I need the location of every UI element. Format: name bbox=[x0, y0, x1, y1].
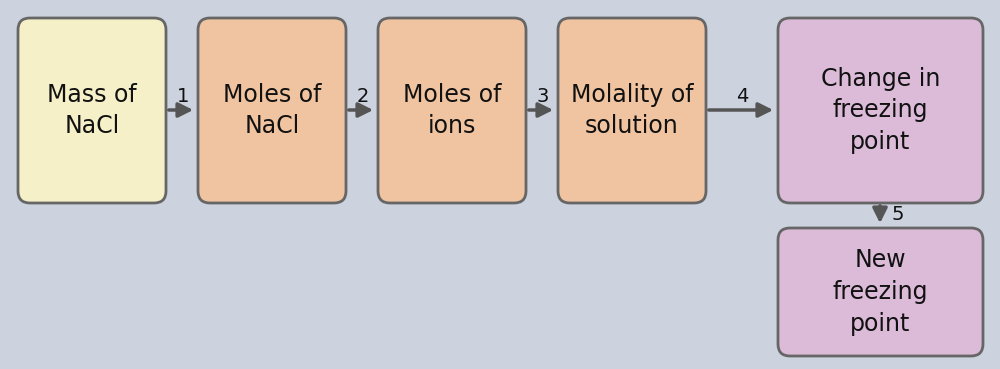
Text: 2: 2 bbox=[357, 87, 369, 107]
Text: Moles of
ions: Moles of ions bbox=[403, 83, 501, 138]
FancyBboxPatch shape bbox=[18, 18, 166, 203]
Text: 1: 1 bbox=[177, 87, 189, 107]
Text: 4: 4 bbox=[736, 87, 748, 107]
Text: New
freezing
point: New freezing point bbox=[833, 248, 928, 335]
FancyBboxPatch shape bbox=[558, 18, 706, 203]
Text: 5: 5 bbox=[892, 206, 904, 224]
Text: Mass of
NaCl: Mass of NaCl bbox=[47, 83, 137, 138]
Text: 3: 3 bbox=[537, 87, 549, 107]
FancyBboxPatch shape bbox=[378, 18, 526, 203]
FancyBboxPatch shape bbox=[778, 18, 983, 203]
Text: Molality of
solution: Molality of solution bbox=[571, 83, 693, 138]
Text: Moles of
NaCl: Moles of NaCl bbox=[223, 83, 321, 138]
FancyBboxPatch shape bbox=[198, 18, 346, 203]
FancyBboxPatch shape bbox=[778, 228, 983, 356]
Text: Change in
freezing
point: Change in freezing point bbox=[821, 67, 940, 154]
